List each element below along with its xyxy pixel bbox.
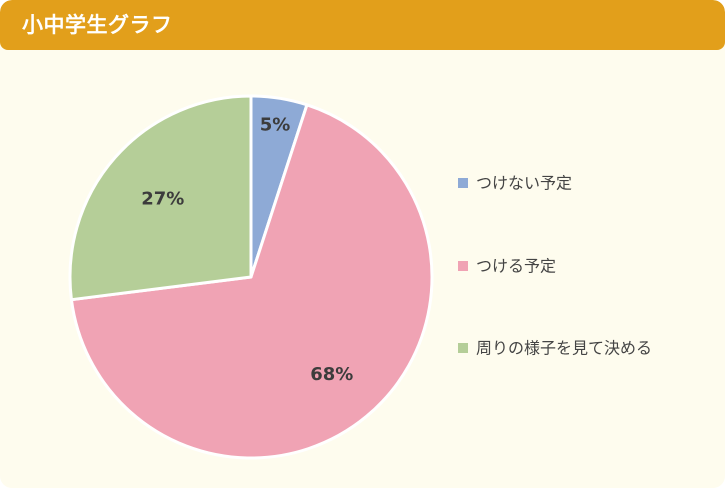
- slice-label-2: 68%: [310, 364, 353, 385]
- pie-slice-3: [68, 94, 253, 302]
- pie-labels: 5% 68% 27%: [141, 115, 353, 386]
- pie-slices: [68, 94, 434, 460]
- legend-swatch-1: [458, 178, 468, 188]
- slice-label-3: 27%: [141, 189, 184, 210]
- page-title: 小中学生グラフ: [22, 13, 173, 37]
- legend-label-2: つける予定: [476, 257, 556, 276]
- legend-swatch-3: [458, 343, 468, 353]
- legend-label-1: つけない予定: [476, 174, 572, 193]
- header-bar: 小中学生グラフ: [0, 0, 725, 50]
- pie-slice-2: [69, 103, 434, 460]
- legend-swatch-2: [458, 261, 468, 271]
- slice-label-1: 5%: [260, 115, 291, 136]
- legend-label-3: 周りの様子を見て決める: [476, 339, 652, 358]
